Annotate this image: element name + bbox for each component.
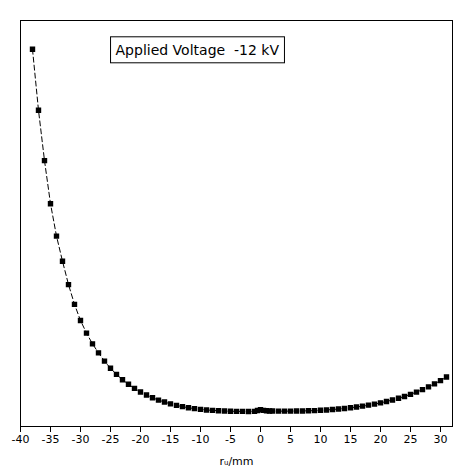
svg-text:-40: -40 [12, 433, 30, 446]
svg-text:-20: -20 [132, 433, 150, 446]
svg-text:30: 30 [434, 433, 448, 446]
svg-text:-5: -5 [225, 433, 236, 446]
svg-text:15: 15 [344, 433, 358, 446]
svg-text:-15: -15 [162, 433, 180, 446]
svg-text:rᵤ/mm: rᵤ/mm [219, 455, 253, 468]
svg-text:20: 20 [374, 433, 388, 446]
svg-text:-25: -25 [102, 433, 120, 446]
svg-text:10: 10 [314, 433, 328, 446]
svg-text:25: 25 [404, 433, 418, 446]
svg-text:-10: -10 [192, 433, 210, 446]
svg-text:5: 5 [287, 433, 294, 446]
svg-text:Applied Voltage -12 kV: Applied Voltage -12 kV [116, 42, 280, 58]
svg-text:0: 0 [257, 433, 264, 446]
svg-text:-30: -30 [72, 433, 90, 446]
svg-text:-35: -35 [42, 433, 60, 446]
